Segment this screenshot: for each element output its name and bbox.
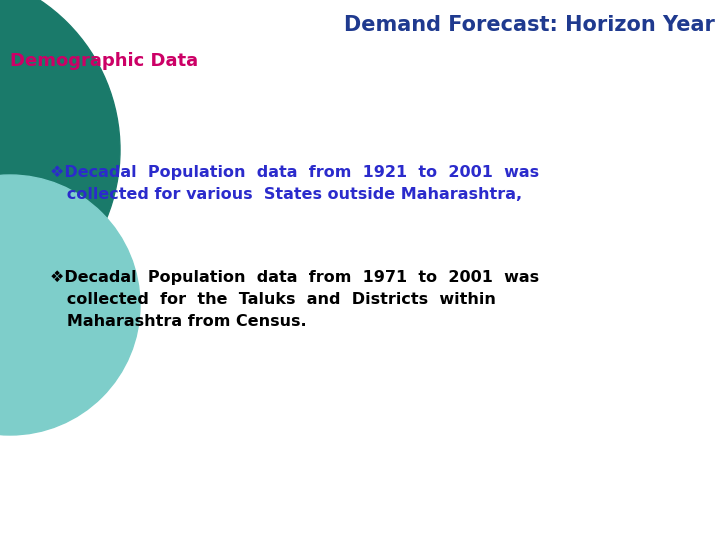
Text: Demographic Data: Demographic Data — [10, 52, 198, 70]
Text: Demand Forecast: Horizon Year: Demand Forecast: Horizon Year — [344, 15, 715, 35]
Circle shape — [0, 0, 120, 330]
Circle shape — [0, 175, 140, 435]
Text: ❖Decadal  Population  data  from  1921  to  2001  was
   collected for various  : ❖Decadal Population data from 1921 to 20… — [50, 165, 539, 202]
Text: ❖Decadal  Population  data  from  1971  to  2001  was
   collected  for  the  Ta: ❖Decadal Population data from 1971 to 20… — [50, 270, 539, 329]
